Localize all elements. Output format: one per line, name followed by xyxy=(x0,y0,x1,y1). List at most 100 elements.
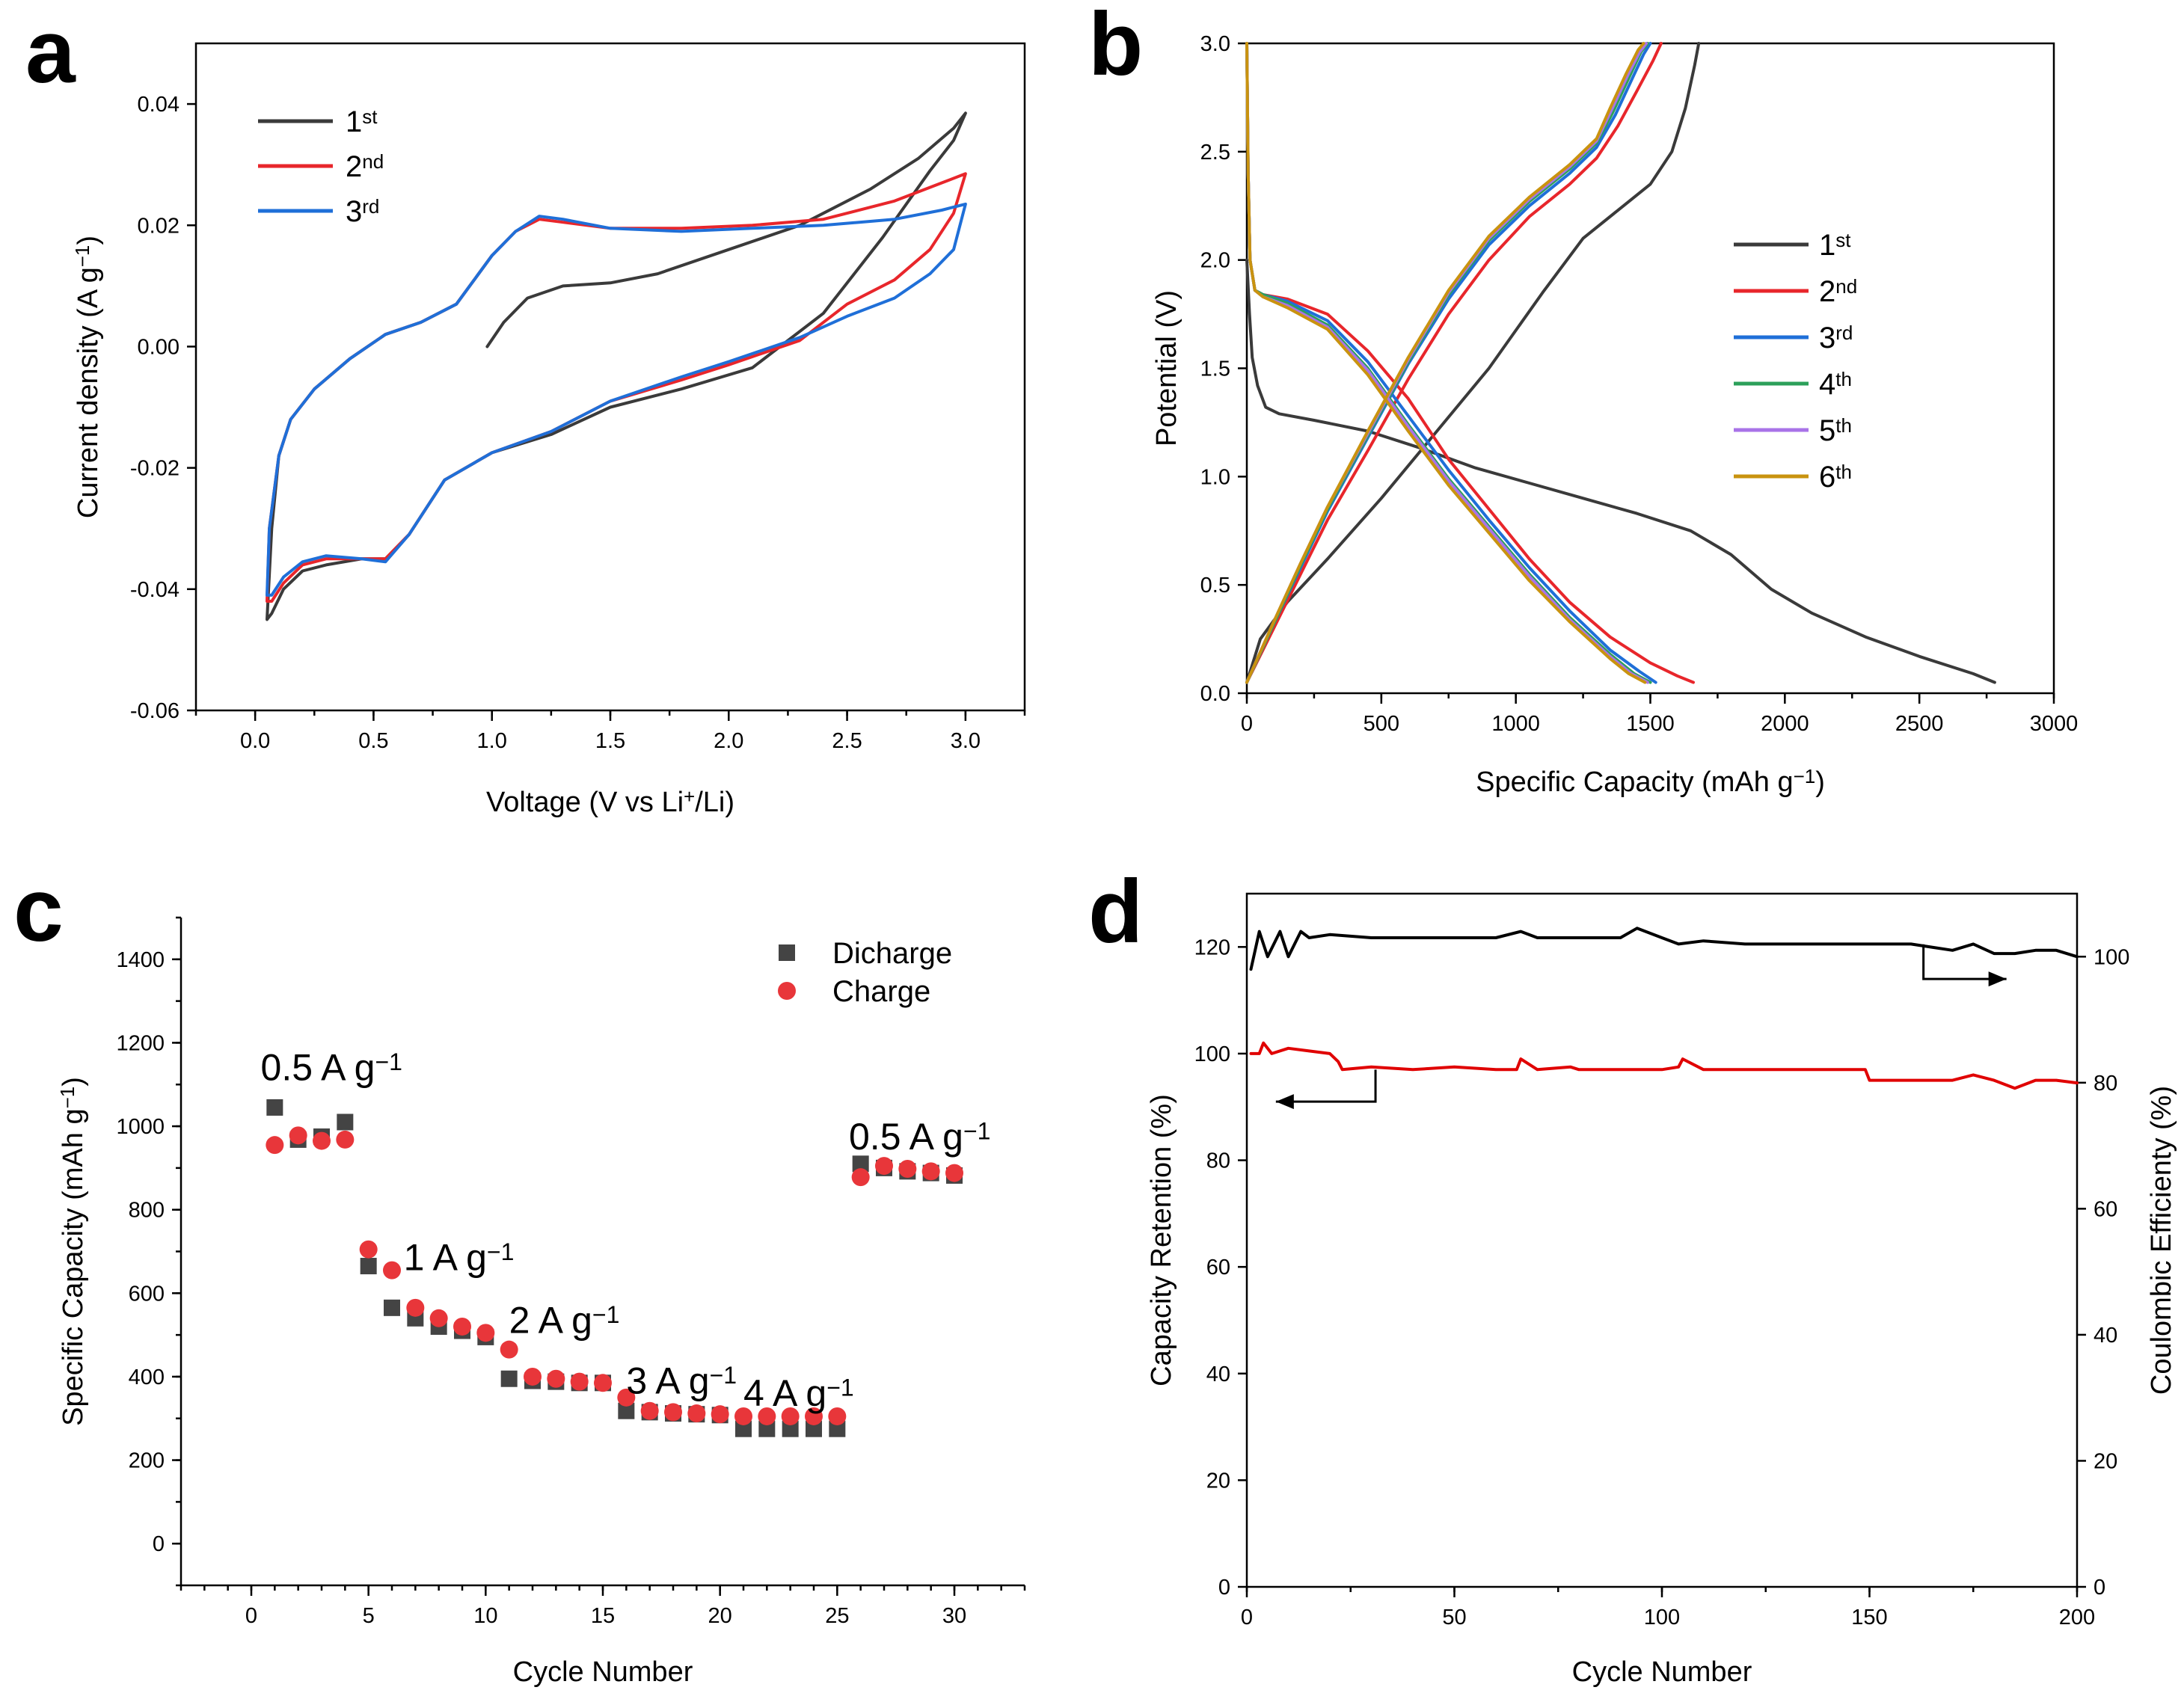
charge-curve-5th xyxy=(1245,42,1648,684)
d-left-y-tick-label: 0 xyxy=(1218,1576,1230,1600)
c-x-tick-label: 5 xyxy=(363,1604,375,1628)
d-left-y-tick-label: 120 xyxy=(1194,936,1230,959)
discharge-point xyxy=(735,1420,752,1437)
a-y-tick-label: -0.06 xyxy=(130,699,180,723)
charge-point xyxy=(476,1324,495,1342)
cv-curve-2nd xyxy=(266,172,967,603)
b-y-tick-label: 2.0 xyxy=(1200,249,1230,273)
a-x-tick-label: 0.5 xyxy=(358,729,388,753)
c-x-tick-label: 20 xyxy=(708,1604,732,1628)
arrowhead-right xyxy=(1988,971,2007,987)
c-x-tick-label: 15 xyxy=(591,1604,615,1628)
b-x-tick-label: 2000 xyxy=(1761,712,1809,736)
panel-d: d 0 50 100 150 200 0 20 40 60 80 100 120 0 20 40 60 80 100… xyxy=(1088,861,2177,1688)
y-axis-label-left-d: Capacity Retention (%) xyxy=(1146,1094,1177,1386)
charge-point xyxy=(617,1388,636,1407)
a-x-tick-label: 1.0 xyxy=(477,729,507,753)
c-y-tick-label: 600 xyxy=(129,1282,165,1306)
charge-curve-3rd xyxy=(1245,42,1652,684)
charge-point xyxy=(875,1157,893,1176)
legend-label-4th: 4th xyxy=(1819,368,1852,401)
a-y-tick-label: -0.04 xyxy=(130,578,180,602)
y-axis-label-right-d: Coulombic Efficienty (%) xyxy=(2146,1086,2177,1395)
discharge-point xyxy=(782,1420,799,1437)
discharge-point xyxy=(337,1113,354,1131)
charge-curve-6th xyxy=(1245,42,1645,684)
legend-marker-discharge xyxy=(779,944,795,961)
c-y-tick-label: 1000 xyxy=(116,1115,165,1139)
a-y-tick-label: 0.00 xyxy=(138,335,180,359)
charge-point xyxy=(500,1340,518,1359)
b-y-tick-label: 1.0 xyxy=(1200,465,1230,489)
b-y-tick-label: 3.0 xyxy=(1200,32,1230,56)
discharge-point xyxy=(852,1155,869,1173)
discharge-point xyxy=(266,1099,283,1116)
c-y-tick-label: 1200 xyxy=(116,1031,165,1055)
legend-label-3rd: 3rd xyxy=(346,195,379,228)
rate-annotation: 4 A g−1 xyxy=(743,1372,854,1414)
discharge-curve-2nd xyxy=(1245,42,1695,684)
legend-a: 1st 2nd 3rd xyxy=(258,105,384,228)
legend-label-6th: 6th xyxy=(1819,461,1852,494)
b-y-tick-label: 0.5 xyxy=(1200,574,1230,598)
legend-c: Dicharge Charge xyxy=(778,937,952,1008)
panel-a: a 0.0 0.5 1.0 1.5 2.0 2.5 3.0 -0.06 -0.04 -0.02 0.0… xyxy=(25,1,1026,818)
a-y-tick-label: 0.04 xyxy=(138,93,180,117)
b-x-tick-label: 500 xyxy=(1364,712,1399,736)
charge-point xyxy=(336,1130,355,1149)
discharge-point xyxy=(806,1420,822,1437)
a-x-tick-label: 2.5 xyxy=(832,729,862,753)
charge-point xyxy=(453,1317,471,1336)
charge-point xyxy=(687,1404,706,1423)
x-axis-label-c: Cycle Number xyxy=(513,1656,693,1688)
charge-point xyxy=(921,1162,940,1181)
d-x-tick-label: 200 xyxy=(2059,1606,2095,1629)
legend-b: 1st 2nd 3rd 4th 5th 6th xyxy=(1734,229,1857,494)
c-x-tick-label: 0 xyxy=(245,1604,257,1628)
y-axis-label-b: Potential (V) xyxy=(1151,290,1183,446)
charge-curve-1st xyxy=(1245,42,1701,684)
c-y-tick-label: 0 xyxy=(153,1532,165,1556)
coulombic-efficiency-line xyxy=(1249,927,2079,971)
c-y-tick-label: 800 xyxy=(129,1199,165,1223)
discharge-curve-6th xyxy=(1245,42,1647,684)
c-y-tick-label: 1400 xyxy=(116,948,165,972)
legend-label-2nd: 2nd xyxy=(346,150,384,183)
charge-point xyxy=(547,1369,565,1388)
discharge-point xyxy=(384,1299,400,1316)
a-y-tick-label: 0.02 xyxy=(138,214,180,238)
discharge-curve-5th xyxy=(1245,42,1649,684)
c-x-tick-label: 25 xyxy=(825,1604,849,1628)
discharge-point xyxy=(829,1420,846,1437)
rate-annotation: 0.5 A g−1 xyxy=(261,1047,402,1089)
d-right-y-tick-label: 0 xyxy=(2093,1576,2105,1600)
a-x-tick-label: 2.0 xyxy=(714,729,743,753)
d-left-y-tick-label: 40 xyxy=(1206,1363,1230,1386)
b-y-tick-label: 0.0 xyxy=(1200,682,1230,706)
charge-point xyxy=(758,1407,776,1425)
charge-point xyxy=(570,1372,589,1391)
b-y-tick-label: 2.5 xyxy=(1200,141,1230,165)
a-x-tick-label: 1.5 xyxy=(595,729,625,753)
charge-point xyxy=(734,1407,752,1425)
a-x-tick-label: 3.0 xyxy=(951,729,981,753)
d-x-tick-label: 150 xyxy=(1851,1606,1887,1629)
plot-frame xyxy=(194,42,1026,712)
cv-curve-3rd xyxy=(266,202,967,597)
charge-point xyxy=(805,1407,823,1425)
charge-point xyxy=(781,1407,800,1425)
b-x-tick-label: 0 xyxy=(1241,712,1253,736)
legend-label-5th: 5th xyxy=(1819,414,1852,447)
charge-point xyxy=(289,1126,307,1145)
cv-curve-1st xyxy=(266,111,967,621)
c-x-tick-label: 10 xyxy=(473,1604,497,1628)
d-right-y-tick-label: 40 xyxy=(2093,1324,2117,1348)
b-y-tick-label: 1.5 xyxy=(1200,357,1230,381)
y-axis-label-a: Current density (A g−1) xyxy=(71,236,104,518)
x-axis-label-b: Specific Capacity (mAh g−1) xyxy=(1476,765,1825,798)
a-x-tick-label: 0.0 xyxy=(240,729,270,753)
d-right-y-tick-label: 20 xyxy=(2093,1449,2117,1473)
charge-point xyxy=(594,1374,612,1392)
d-left-y-tick-label: 100 xyxy=(1194,1042,1230,1066)
